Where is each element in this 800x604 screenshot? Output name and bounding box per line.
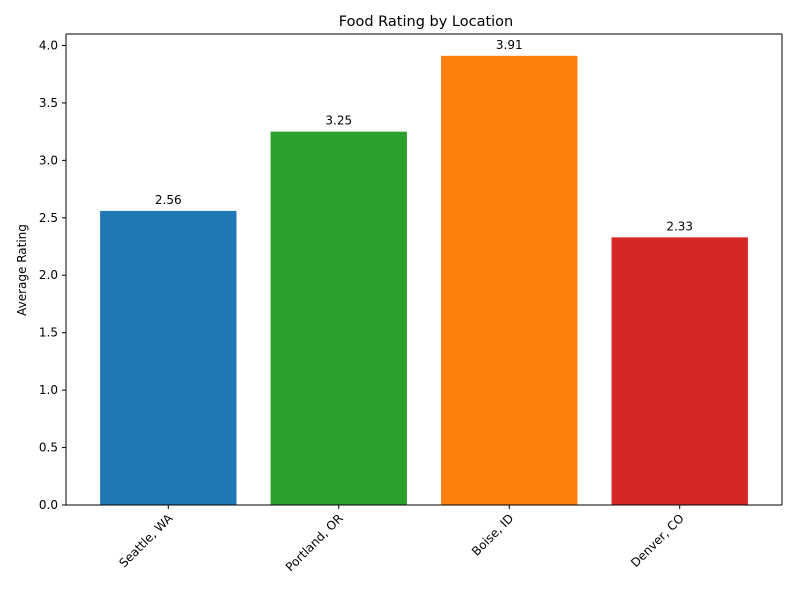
x-tick-label-4: Denver, CO	[628, 511, 687, 570]
y-tick-label-3: 1.0	[39, 383, 58, 397]
bar-1	[100, 210, 237, 505]
x-tick-label-1: Seattle, WA	[116, 511, 176, 571]
bar-3	[441, 55, 578, 505]
bar-value-label-3: 3.91	[496, 38, 523, 52]
x-tick-label-3: Boise, ID	[469, 511, 516, 558]
chart-title: Food Rating by Location	[339, 14, 513, 30]
bar-4	[611, 237, 748, 505]
plot-area: 2.56 3.25 3.91 2.33 0.0 0.5 1.0 1.5 2.0 2.5 3.0 3.5…	[39, 33, 783, 574]
y-tick-label-7: 3.0	[39, 153, 58, 167]
y-tick-label-8: 3.5	[39, 96, 58, 110]
y-tick-label-1: 0.0	[39, 498, 58, 512]
y-tick-label-5: 2.0	[39, 268, 58, 282]
y-tick-label-6: 2.5	[39, 211, 58, 225]
bar-value-label-4: 2.33	[666, 219, 693, 233]
y-tick-label-2: 0.5	[39, 441, 58, 455]
x-tick-label-2: Portland, OR	[283, 511, 346, 574]
y-tick-label-9: 4.0	[39, 38, 58, 52]
y-axis-label: Average Rating	[15, 224, 29, 316]
bar-2	[270, 131, 407, 505]
y-tick-label-4: 1.5	[39, 326, 58, 340]
bar-value-label-2: 3.25	[325, 114, 352, 128]
bar-value-label-1: 2.56	[155, 193, 182, 207]
